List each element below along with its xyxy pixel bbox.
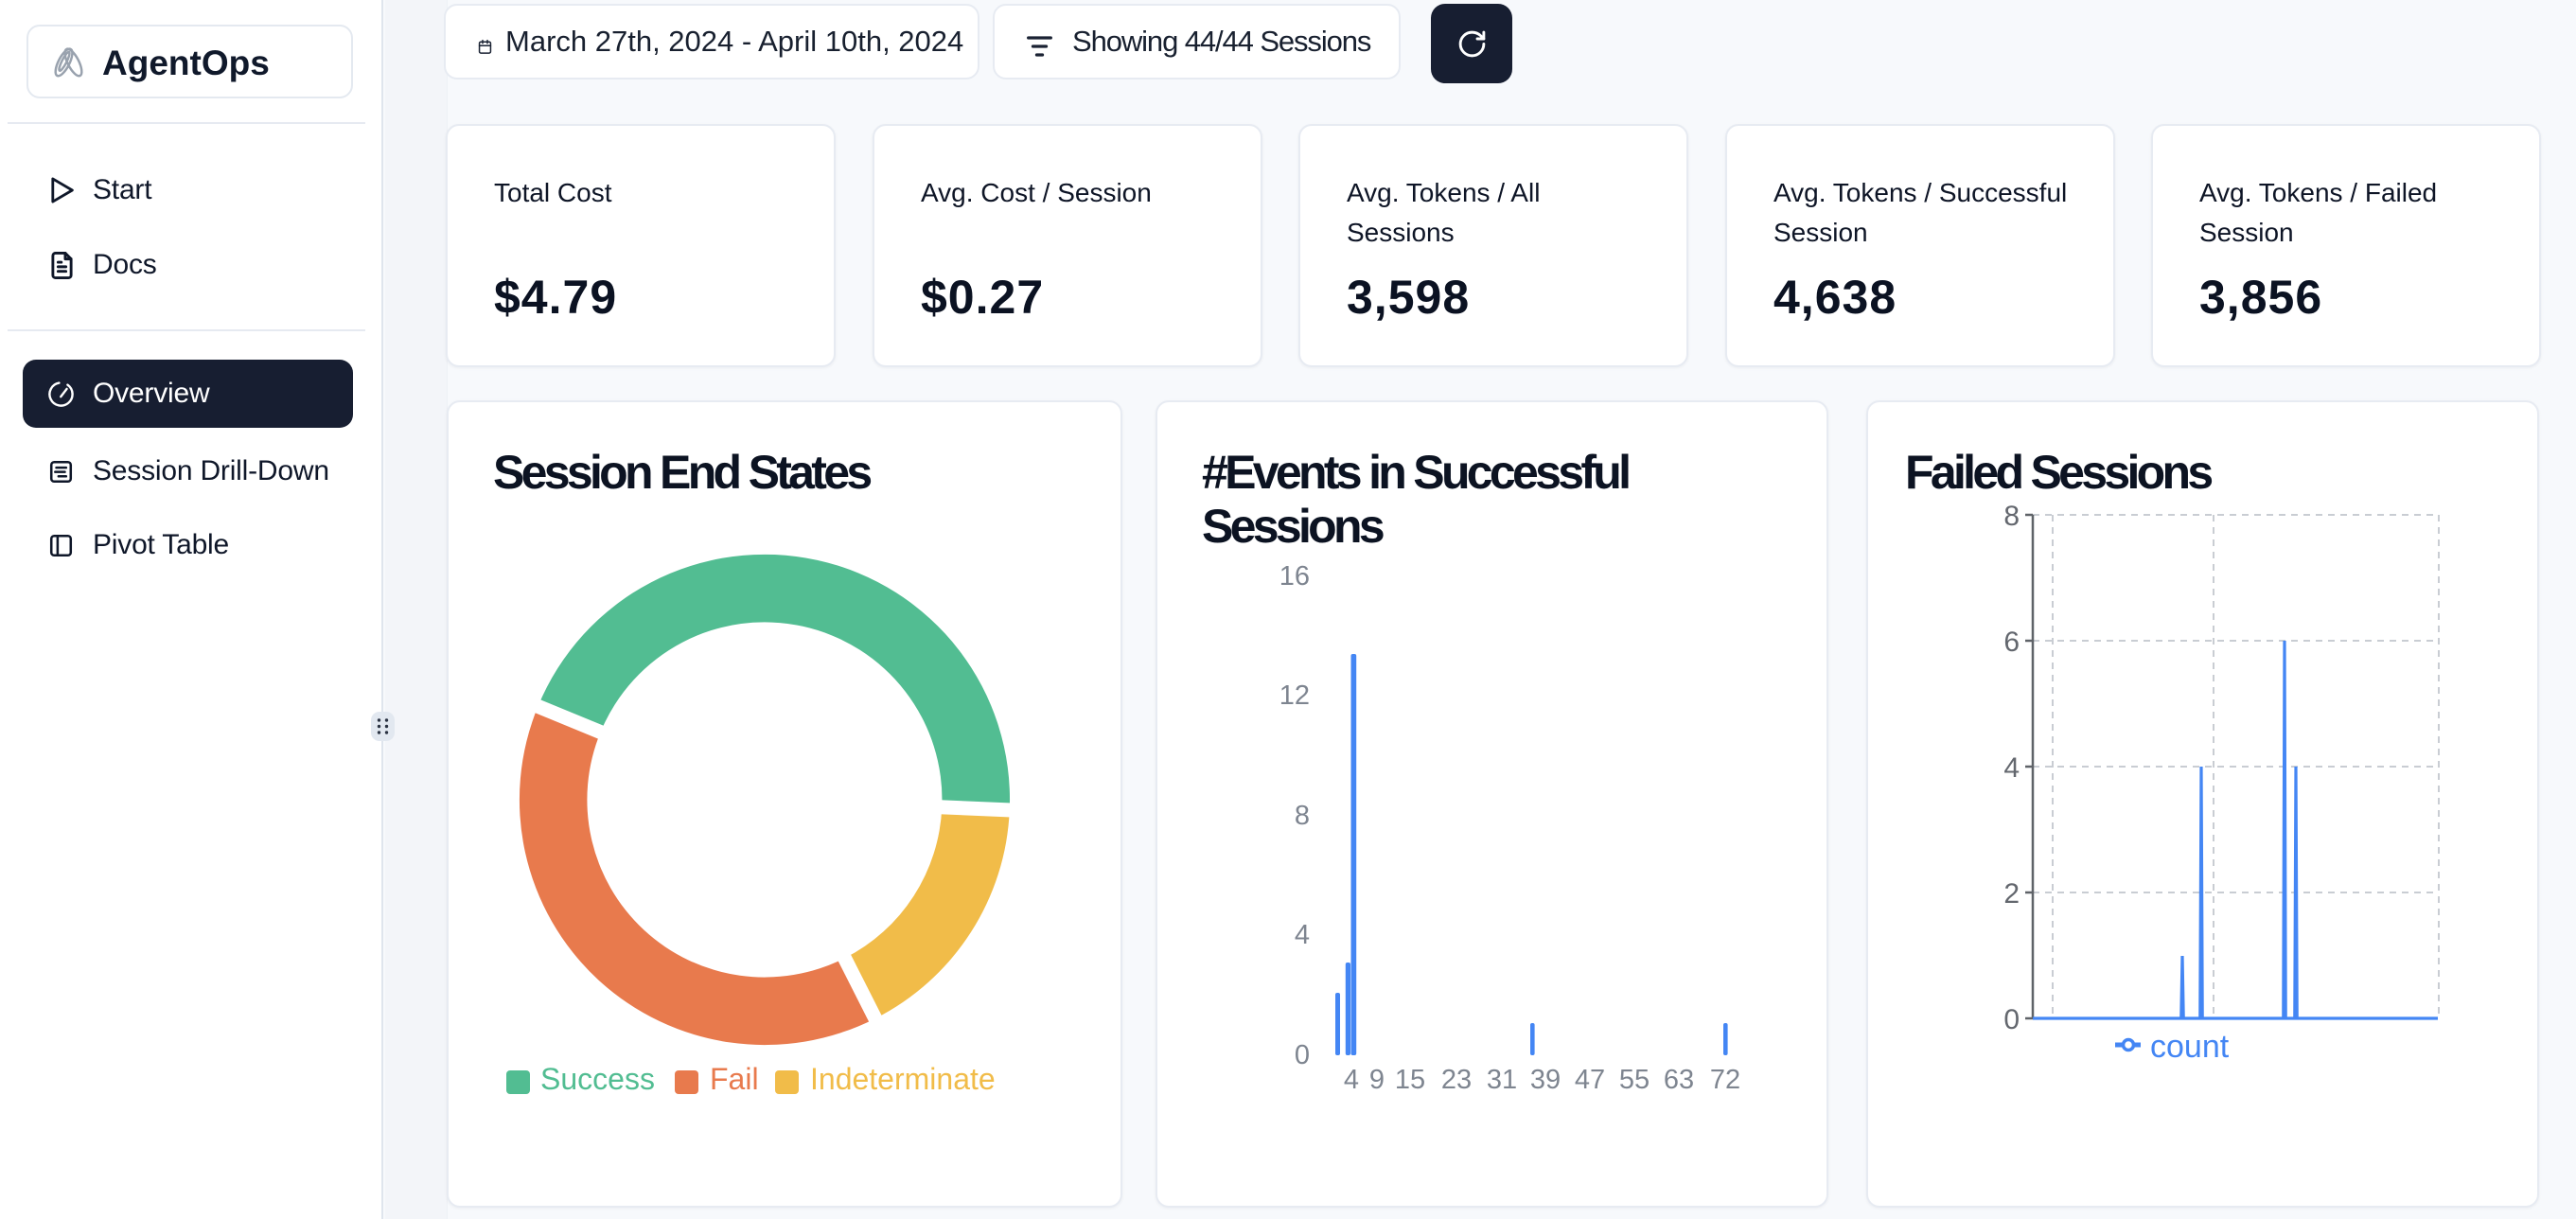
svg-text:63: 63: [1664, 1065, 1694, 1095]
svg-text:4: 4: [1344, 1065, 1359, 1095]
svg-text:0: 0: [2003, 1004, 2020, 1035]
svg-text:55: 55: [1619, 1065, 1650, 1095]
svg-text:6: 6: [2003, 627, 2020, 658]
svg-text:12: 12: [1279, 680, 1310, 711]
svg-text:0: 0: [1295, 1040, 1310, 1070]
svg-text:count: count: [2150, 1029, 2230, 1065]
svg-text:16: 16: [1279, 561, 1310, 592]
svg-text:31: 31: [1487, 1065, 1517, 1095]
svg-text:15: 15: [1395, 1065, 1425, 1095]
svg-text:4: 4: [2003, 752, 2020, 784]
svg-text:8: 8: [2003, 501, 2020, 532]
svg-text:23: 23: [1441, 1065, 1472, 1095]
svg-text:39: 39: [1530, 1065, 1561, 1095]
svg-text:2: 2: [2003, 878, 2020, 910]
svg-text:72: 72: [1710, 1065, 1740, 1095]
svg-text:47: 47: [1575, 1065, 1605, 1095]
svg-text:8: 8: [1295, 801, 1310, 831]
svg-text:4: 4: [1295, 920, 1310, 950]
svg-text:9: 9: [1369, 1065, 1385, 1095]
